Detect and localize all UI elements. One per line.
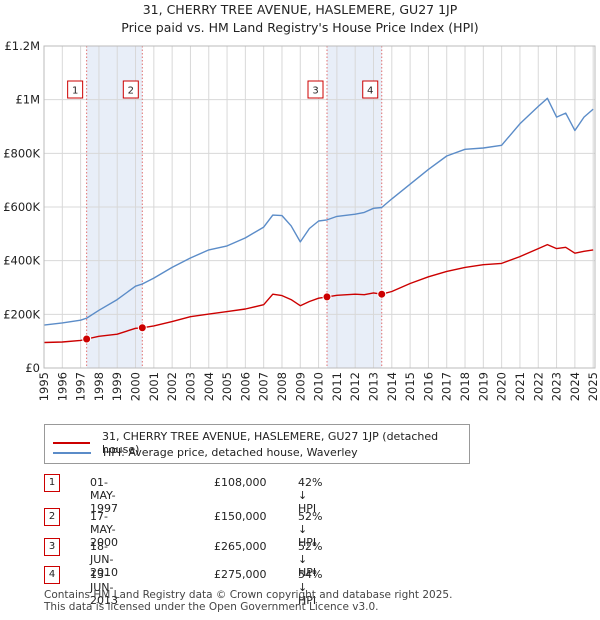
x-tick-label: 2008 <box>275 372 289 401</box>
transaction-price: £275,000 <box>214 568 267 581</box>
x-tick-label: 2021 <box>513 372 527 401</box>
plot-frame <box>43 45 596 369</box>
y-tick-label: £400K <box>3 254 40 268</box>
legend-item-property: 31, CHERRY TREE AVENUE, HASLEMERE, GU27 … <box>53 430 469 456</box>
sale-point <box>322 292 332 302</box>
x-tick-label: 2020 <box>495 372 509 401</box>
transaction-hpi: 42% ↓ HPI <box>298 476 323 515</box>
y-tick-label: £600K <box>3 200 40 214</box>
x-tick-label: 2013 <box>367 372 381 401</box>
x-tick-label: 2001 <box>147 372 161 401</box>
transaction-price: £108,000 <box>214 476 267 489</box>
sale-label-box <box>307 80 324 99</box>
x-tick-label: 2007 <box>257 372 271 401</box>
transaction-hpi: 52% ↓ HPI <box>298 510 323 549</box>
x-tick-label: 1997 <box>74 372 88 401</box>
x-tick-label: 1996 <box>55 372 69 401</box>
x-tick-label: 2016 <box>421 372 435 401</box>
footer: Contains HM Land Registry data © Crown c… <box>44 589 452 613</box>
transaction-number: 1 <box>44 474 60 492</box>
legend-label-property: 31, CHERRY TREE AVENUE, HASLEMERE, GU27 … <box>101 430 439 456</box>
chart-title: 31, CHERRY TREE AVENUE, HASLEMERE, GU27 … <box>142 2 458 17</box>
y-tick-label: £0 <box>25 361 40 375</box>
sale-label-box <box>67 80 84 99</box>
x-tick-label: 2002 <box>165 372 179 401</box>
x-tick-label: 2004 <box>202 372 216 401</box>
x-tick-label: 2024 <box>568 372 582 401</box>
x-tick-label: 2017 <box>440 372 454 401</box>
footer-licence: This data is licensed under the Open Gov… <box>44 601 379 613</box>
footer-copyright: Contains HM Land Registry data © Crown c… <box>44 589 453 601</box>
y-tick-label: £800K <box>3 146 40 160</box>
x-tick-label: 2015 <box>403 372 417 401</box>
sale-label-number: 3 <box>312 86 318 97</box>
x-tick-label: 2006 <box>238 372 252 401</box>
x-tick-label: 2019 <box>476 372 490 401</box>
transaction-hpi: 54% ↓ HPI <box>298 568 323 607</box>
x-tick-label: 1999 <box>110 372 124 401</box>
transaction-date: 01-MAY-1997 <box>90 476 118 515</box>
y-tick-label: £1M <box>15 93 40 107</box>
sale-label-box <box>122 80 139 99</box>
transaction-price: £150,000 <box>214 510 267 523</box>
x-tick-label: 2005 <box>220 372 234 401</box>
transaction-hpi: 52% ↓ HPI <box>298 540 323 579</box>
legend-label-hpi: HPI: Average price, detached house, Wave… <box>103 446 358 459</box>
x-tick-label: 2000 <box>129 372 143 401</box>
transaction-date: 17-MAY-2000 <box>90 510 118 549</box>
sale-label-number: 2 <box>128 86 134 97</box>
x-tick-label: 2025 <box>586 372 600 401</box>
sale-point <box>82 334 92 344</box>
y-tick-label: £200K <box>3 307 40 321</box>
transaction-number: 4 <box>44 566 60 584</box>
transaction-date: 13-JUN-2013 <box>90 568 118 607</box>
legend-item-hpi: HPI: Average price, detached house, Wave… <box>53 446 358 459</box>
price-chart: £0 £200K £400K £600K £800K £1M £1.2M 1995 1996 19… <box>3 39 600 401</box>
legend: 31, CHERRY TREE AVENUE, HASLEMERE, GU27 … <box>44 424 470 464</box>
x-tick-label: 2009 <box>293 372 307 401</box>
x-tick-label: 2018 <box>458 372 472 401</box>
y-tick-label: £1.2M <box>4 39 40 53</box>
transaction-number: 2 <box>44 508 60 526</box>
sale-label-number: 4 <box>367 86 373 97</box>
transaction-date: 18-JUN-2010 <box>90 540 118 579</box>
legend-swatch-property <box>53 442 90 444</box>
x-tick-label: 2023 <box>550 372 564 401</box>
legend-swatch-hpi <box>53 451 91 454</box>
sale-point <box>137 323 147 333</box>
hpi-line <box>43 97 594 326</box>
x-tick-label: 2022 <box>531 372 545 401</box>
transaction-number: 3 <box>44 538 60 556</box>
x-tick-label: 2003 <box>183 372 197 401</box>
sale-point <box>377 289 387 299</box>
x-tick-label: 1998 <box>92 372 106 401</box>
x-tick-label: 1995 <box>37 372 51 401</box>
x-tick-label: 2014 <box>385 372 399 401</box>
sale-label-number: 1 <box>72 86 78 97</box>
x-tick-label: 2011 <box>330 372 344 401</box>
transaction-price: £265,000 <box>214 540 267 553</box>
x-tick-label: 2012 <box>348 372 362 401</box>
x-tick-label: 2010 <box>312 372 326 401</box>
sale-label-box <box>362 80 379 99</box>
chart-subtitle: Price paid vs. HM Land Registry's House … <box>121 20 479 35</box>
